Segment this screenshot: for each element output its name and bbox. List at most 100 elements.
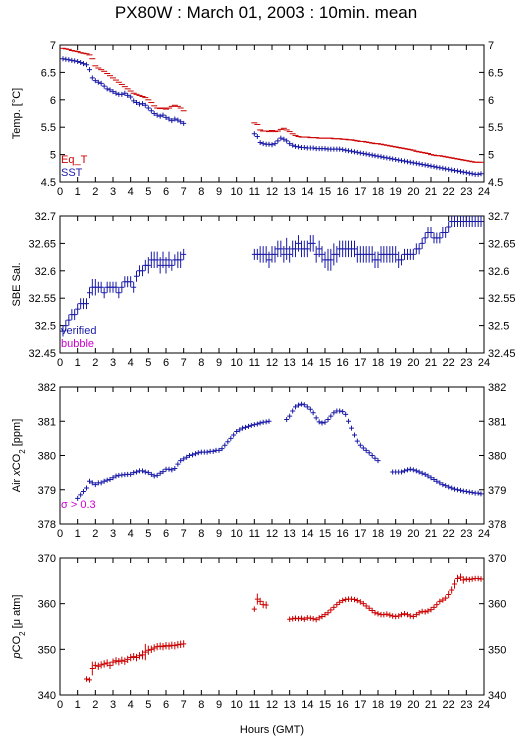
data-point <box>296 235 301 252</box>
y-tick-label-right: 5.5 <box>488 122 503 134</box>
data-point <box>133 653 139 662</box>
x-tick-label: 21 <box>425 528 437 540</box>
data-point <box>410 613 416 620</box>
data-point <box>443 595 449 601</box>
data-point <box>387 612 393 618</box>
data-point <box>443 226 449 238</box>
data-point <box>407 466 413 472</box>
data-point <box>310 145 316 151</box>
data-point <box>407 159 413 165</box>
data-point <box>410 248 416 260</box>
data-point <box>334 246 340 263</box>
y-tick-label-right: 32.45 <box>488 348 516 360</box>
x-tick-label: 4 <box>128 528 134 540</box>
x-tick-label: 4 <box>128 357 134 369</box>
x-tick-label: 2 <box>92 699 98 711</box>
x-tick-label: 23 <box>460 357 472 369</box>
plot-frame <box>59 215 485 354</box>
data-point <box>422 232 428 244</box>
x-tick-label: 3 <box>110 699 116 711</box>
panel-1: 0 1 2 3 4 5 6 7 8 9 10 11 12 13 14 15 16 17 18 19 20 21 22 23 24… <box>11 40 503 198</box>
data-point <box>345 148 351 154</box>
y-tick-label: 379 <box>38 485 56 497</box>
data-point <box>110 475 116 481</box>
data-point <box>428 475 434 481</box>
x-tick-label: 11 <box>249 528 260 540</box>
x-tick-label: 3 <box>110 357 116 369</box>
data-point <box>60 325 66 337</box>
data-point <box>372 610 378 616</box>
data-point <box>145 645 151 655</box>
data-point <box>398 254 404 266</box>
data-point <box>416 243 422 255</box>
data-point <box>460 576 466 584</box>
data-point <box>372 455 378 461</box>
data-point <box>166 251 172 269</box>
x-tick-label: 13 <box>284 186 296 198</box>
series-sst <box>60 56 484 177</box>
x-tick-label: 13 <box>284 357 296 369</box>
x-axis-label: Hours (GMT) <box>240 724 304 736</box>
data-point <box>296 144 301 150</box>
x-tick-label: 23 <box>460 699 472 711</box>
data-point <box>316 615 322 621</box>
series-verified <box>60 216 484 337</box>
data-point <box>84 676 89 682</box>
data-point <box>101 660 107 668</box>
x-tick-label: 18 <box>372 186 384 198</box>
data-point <box>301 144 307 150</box>
data-point <box>263 419 269 425</box>
data-point <box>405 159 411 165</box>
data-point <box>246 423 252 429</box>
data-point <box>460 169 466 175</box>
data-point <box>166 466 172 472</box>
data-point <box>357 150 363 156</box>
data-point <box>363 447 369 453</box>
data-point <box>172 116 178 122</box>
x-tick-label: 13 <box>284 699 296 711</box>
data-point <box>266 251 272 269</box>
data-point <box>301 616 307 622</box>
data-point <box>360 600 366 607</box>
data-point <box>92 78 98 84</box>
data-point <box>458 487 464 493</box>
x-tick-label: 3 <box>110 528 116 540</box>
legend-entry: SST <box>61 167 83 179</box>
x-tick-label: 6 <box>163 186 169 198</box>
data-point <box>140 468 146 474</box>
data-point <box>478 216 484 227</box>
data-point <box>131 98 137 104</box>
data-point <box>272 246 278 263</box>
data-point <box>266 141 272 147</box>
y-tick-label: 32.7 <box>35 211 56 223</box>
x-tick-label: 12 <box>266 186 278 198</box>
data-point <box>455 487 460 493</box>
data-point <box>343 411 349 417</box>
y-tick-label: 340 <box>38 690 56 702</box>
data-point <box>210 448 216 454</box>
y-tick-label: 382 <box>38 382 56 394</box>
x-tick-label: 17 <box>354 186 366 198</box>
data-point <box>260 141 266 147</box>
y-tick-label-right: 350 <box>488 644 506 656</box>
data-point <box>369 607 375 614</box>
data-point <box>313 616 319 623</box>
y-tick-label: 5.5 <box>41 122 56 134</box>
data-point <box>434 478 440 484</box>
data-point <box>437 165 443 171</box>
y-tick-label-right: 32.6 <box>488 266 509 278</box>
data-point <box>110 658 116 666</box>
data-point <box>113 90 119 96</box>
data-point <box>419 470 425 476</box>
data-point <box>325 610 331 616</box>
data-point <box>128 471 134 477</box>
data-point <box>372 153 378 159</box>
data-point <box>151 644 157 652</box>
data-point <box>151 111 157 116</box>
data-point <box>228 435 234 441</box>
x-tick-label: 16 <box>337 186 349 198</box>
x-tick-label: 16 <box>337 699 349 711</box>
data-point <box>410 467 416 473</box>
data-point <box>451 167 457 173</box>
data-point <box>225 439 231 445</box>
